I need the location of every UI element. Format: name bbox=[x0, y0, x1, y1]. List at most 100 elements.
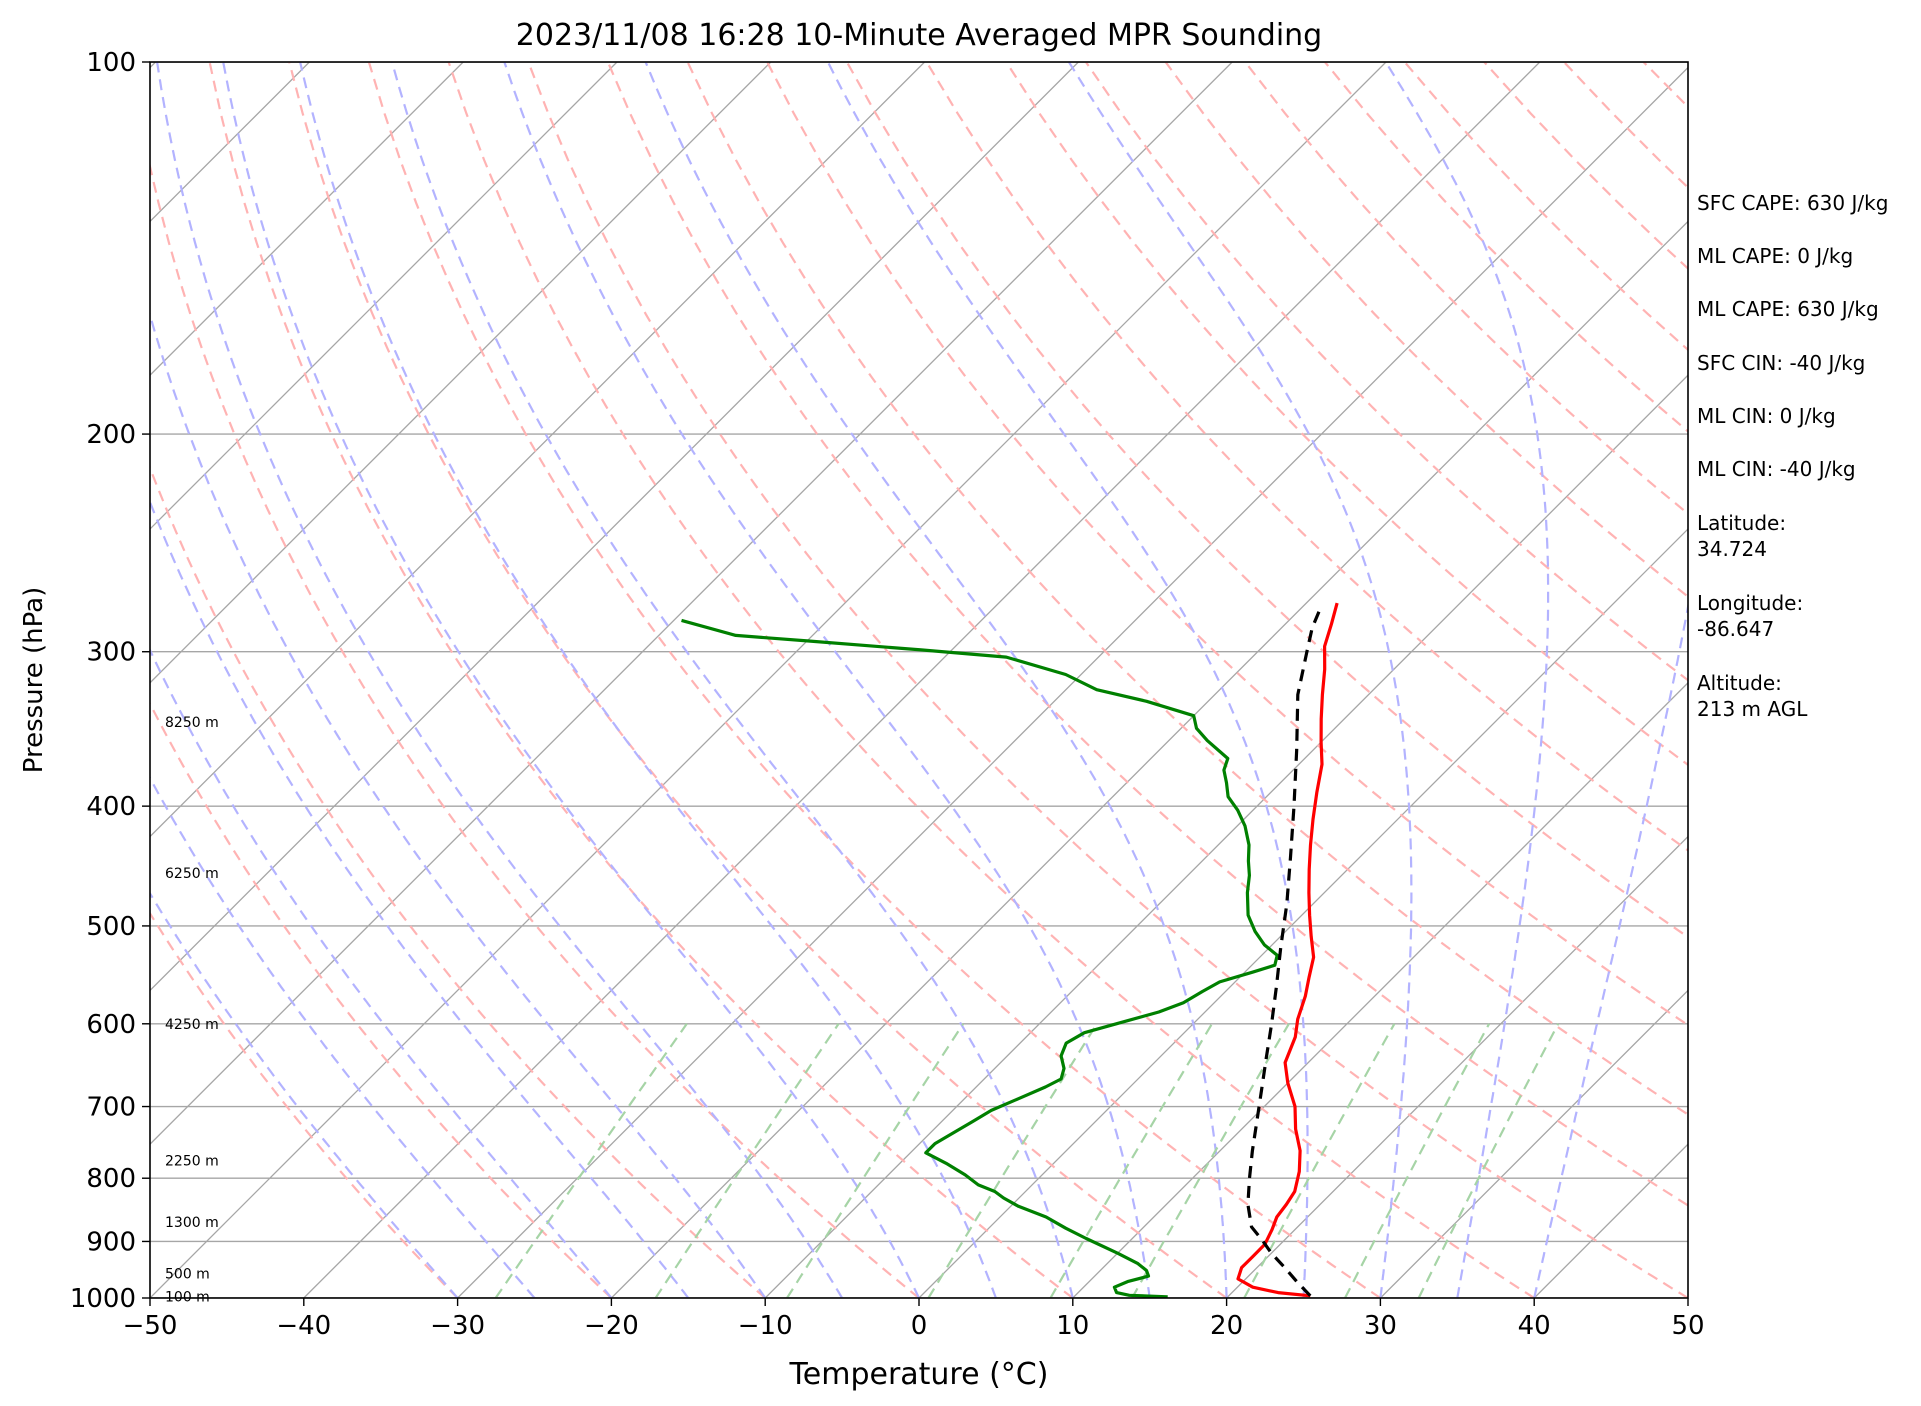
isotherm-line bbox=[610, 220, 1688, 1298]
isobar-gridlines bbox=[150, 62, 1688, 1298]
chart-title: 2023/11/08 16:28 10-Minute Averaged MPR … bbox=[516, 18, 1322, 53]
stat-ml-cape-1: ML CAPE: 0 J/kg bbox=[1697, 244, 1853, 268]
moist-adiabat-line bbox=[150, 499, 690, 1298]
moist-adiabat-line bbox=[150, 891, 459, 1298]
y-tick-label: 600 bbox=[86, 1010, 136, 1040]
isotherm-line bbox=[1379, 989, 1688, 1298]
isotherm-line bbox=[764, 374, 1688, 1298]
stats-panel: SFC CAPE: 630 J/kg ML CAPE: 0 J/kg ML CA… bbox=[1697, 191, 1888, 721]
moist-adiabat-line bbox=[503, 62, 1151, 1298]
x-tick-label: 50 bbox=[1671, 1311, 1704, 1341]
moist-adiabat-line bbox=[150, 775, 536, 1298]
moist-adiabat-line bbox=[156, 62, 844, 1298]
y-tick-label: 300 bbox=[86, 638, 136, 668]
height-label: 6250 m bbox=[165, 866, 219, 882]
y-tick-label: 500 bbox=[86, 912, 136, 942]
dry-adiabat-line bbox=[845, 62, 1688, 939]
longitude-value: -86.647 bbox=[1697, 617, 1774, 641]
x-tick-label: 40 bbox=[1518, 1311, 1551, 1341]
latitude-label: Latitude: bbox=[1697, 511, 1786, 535]
mixing-ratio-line bbox=[1049, 1023, 1213, 1298]
stat-sfc-cin: SFC CIN: -40 J/kg bbox=[1697, 351, 1865, 375]
plot-area bbox=[0, 62, 1921, 1298]
dry-adiabat-line bbox=[766, 62, 1688, 1027]
y-axis-label: Pressure (hPa) bbox=[19, 587, 49, 774]
isotherm-line bbox=[0, 62, 2, 1298]
y-tick-label: 1000 bbox=[70, 1284, 136, 1314]
parcel-trace bbox=[1246, 606, 1323, 1297]
moist-adiabat-line bbox=[390, 62, 1074, 1298]
dry-adiabat-line bbox=[150, 464, 766, 1298]
stat-ml-cin-2: ML CIN: -40 J/kg bbox=[1697, 457, 1856, 481]
moist-adiabat-line bbox=[644, 62, 1228, 1298]
dewpoint-trace bbox=[681, 618, 1279, 1298]
dry-adiabat-line bbox=[150, 701, 613, 1298]
moist-adiabat-line bbox=[299, 62, 997, 1298]
x-axis-ticks: −50 −40 −30 −20 −10 0 10 20 30 40 50 bbox=[123, 1298, 1705, 1341]
stat-ml-cape-2: ML CAPE: 630 J/kg bbox=[1697, 297, 1879, 321]
y-tick-label: 100 bbox=[86, 48, 136, 78]
dry-adiabat-line bbox=[447, 62, 1535, 1298]
dry-adiabat-line bbox=[686, 62, 1688, 1116]
y-tick-label: 200 bbox=[86, 420, 136, 450]
mixing-ratio-line bbox=[654, 1023, 840, 1298]
mixing-ratio-line bbox=[494, 1023, 688, 1298]
dry-adiabat-line bbox=[925, 62, 1688, 852]
height-labels: 100 m 500 m 1300 m 2250 m 4250 m 6250 m 8250 m bbox=[165, 715, 219, 1305]
isotherm-line bbox=[1072, 681, 1688, 1298]
longitude-label: Longitude: bbox=[1697, 591, 1803, 615]
moist-adiabat-line bbox=[826, 62, 1309, 1298]
mixing-ratio-line bbox=[1243, 1023, 1396, 1298]
isotherm-line bbox=[150, 62, 464, 377]
dry-adiabat-line bbox=[527, 62, 1688, 1298]
height-label: 4250 m bbox=[165, 1017, 219, 1033]
sounding-traces bbox=[681, 602, 1339, 1298]
dry-adiabat-line bbox=[150, 911, 459, 1298]
x-tick-label: −50 bbox=[123, 1311, 178, 1341]
isotherm-line bbox=[150, 62, 618, 530]
mixing-ratio-line bbox=[927, 1023, 1098, 1298]
isotherm-gridlines bbox=[0, 62, 1921, 1298]
latitude-value: 34.724 bbox=[1697, 537, 1767, 561]
isotherm-line bbox=[150, 62, 926, 838]
x-tick-label: −10 bbox=[738, 1311, 793, 1341]
x-tick-label: −30 bbox=[430, 1311, 485, 1341]
x-tick-label: 20 bbox=[1210, 1311, 1243, 1341]
moist-adiabat-line bbox=[1384, 62, 1550, 1298]
dry-adiabat-line bbox=[150, 161, 920, 1298]
y-tick-label: 900 bbox=[86, 1227, 136, 1257]
altitude-label: Altitude: bbox=[1697, 671, 1782, 695]
moist-adiabat-lines bbox=[150, 62, 1688, 1298]
dry-adiabat-line bbox=[288, 62, 1228, 1298]
y-axis-ticks: 100 200 300 400 500 600 700 800 900 1000 bbox=[70, 48, 150, 1314]
x-axis-label: Temperature (°C) bbox=[789, 1357, 1049, 1392]
altitude-value: 213 m AGL bbox=[1697, 697, 1808, 721]
height-label: 500 m bbox=[165, 1266, 210, 1282]
isotherm-line bbox=[918, 528, 1688, 1298]
x-tick-label: 0 bbox=[911, 1311, 928, 1341]
x-tick-label: −20 bbox=[584, 1311, 639, 1341]
stat-ml-cin-1: ML CIN: 0 J/kg bbox=[1697, 404, 1836, 428]
moist-adiabat-line bbox=[150, 647, 613, 1298]
x-tick-label: 30 bbox=[1364, 1311, 1397, 1341]
isotherm-line bbox=[150, 62, 1233, 1146]
isotherm-line bbox=[150, 62, 1079, 992]
x-tick-label: 10 bbox=[1056, 1311, 1089, 1341]
dry-adiabat-line bbox=[208, 62, 1074, 1298]
dry-adiabat-lines bbox=[150, 62, 1688, 1298]
isotherm-line bbox=[303, 62, 1541, 1298]
isotherm-line bbox=[150, 62, 1387, 1298]
dry-adiabat-line bbox=[1084, 62, 1688, 682]
height-label: 2250 m bbox=[165, 1153, 219, 1169]
isotherm-line bbox=[1842, 62, 1921, 1298]
y-tick-label: 700 bbox=[86, 1093, 136, 1123]
moist-adiabat-line bbox=[1533, 601, 1688, 1298]
height-label: 1300 m bbox=[165, 1215, 219, 1231]
plot-frame bbox=[149, 61, 1689, 1299]
mixing-ratio-line bbox=[1417, 1023, 1560, 1298]
moist-adiabat-line bbox=[1067, 62, 1413, 1298]
moist-adiabat-line bbox=[222, 62, 920, 1298]
y-tick-label: 800 bbox=[86, 1164, 136, 1194]
mixing-ratio-line bbox=[1344, 1023, 1491, 1298]
